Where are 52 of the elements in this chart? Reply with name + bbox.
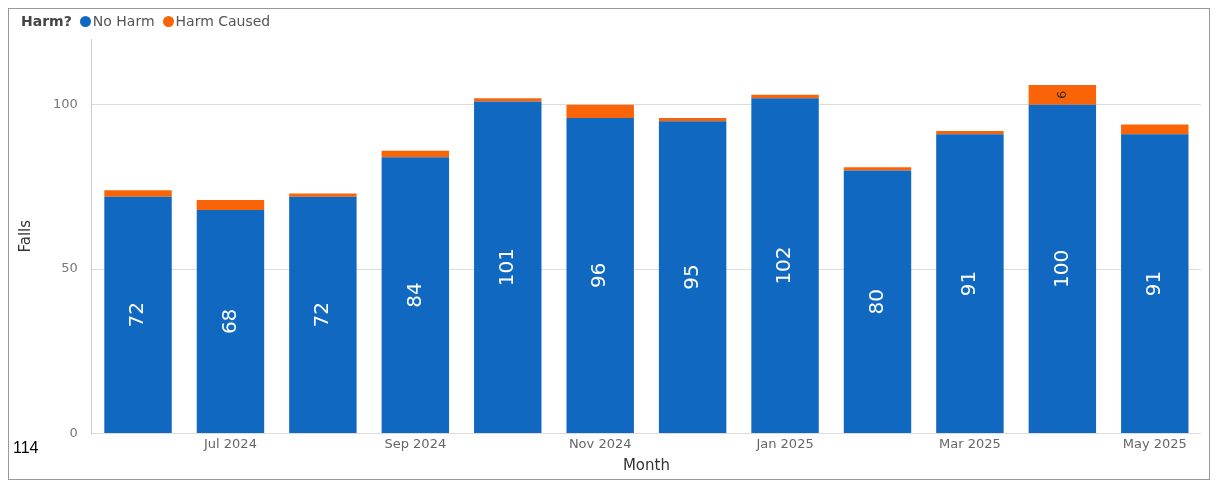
bar	[936, 131, 1004, 135]
bar	[658, 121, 727, 433]
data-label: 102	[771, 246, 796, 285]
y-tick-label: 100	[52, 96, 78, 112]
bar	[751, 94, 819, 99]
x-tick-label: Jan 2025	[755, 435, 814, 451]
data-label: 91	[1140, 270, 1165, 297]
bar	[566, 117, 634, 433]
bar	[289, 196, 357, 433]
bar	[843, 167, 912, 171]
data-label: 72	[309, 302, 334, 328]
bar	[936, 134, 1004, 433]
data-label: 91	[956, 270, 981, 297]
bar	[104, 196, 172, 433]
y-tick-label: 0	[69, 424, 78, 440]
data-label: 96	[586, 262, 611, 289]
x-tick-label: Mar 2025	[939, 435, 1001, 451]
bar	[474, 98, 542, 102]
bar	[1121, 124, 1189, 135]
data-label: 68	[216, 308, 241, 335]
data-label: 95	[678, 264, 703, 290]
legend-label: No Harm	[92, 13, 155, 29]
x-tick-label: Nov 2024	[568, 435, 632, 451]
bar	[289, 193, 357, 197]
x-axis-title: Month	[622, 455, 670, 474]
bar	[751, 98, 819, 433]
text: 114	[13, 439, 39, 457]
x-tick-label: Jul 2024	[203, 435, 257, 451]
y-axis-title: Falls	[15, 219, 34, 253]
bar	[104, 190, 172, 197]
x-tick-label: Sep 2024	[384, 435, 447, 451]
data-label: 80	[863, 288, 888, 315]
x-tick-label: May 2025	[1122, 435, 1187, 451]
bar	[381, 150, 450, 158]
bar	[1121, 134, 1189, 433]
data-label: 72	[124, 302, 149, 328]
data-label: 6	[1053, 90, 1069, 100]
bar	[843, 170, 912, 433]
data-label: 101	[493, 248, 518, 287]
bar	[1028, 85, 1097, 105]
legend-label: Harm Caused	[175, 13, 271, 29]
bar	[566, 104, 634, 118]
bar	[1028, 104, 1097, 433]
data-label: 84	[401, 282, 426, 308]
bar	[196, 200, 265, 210]
data-label: 100	[1048, 249, 1073, 288]
y-tick-label: 50	[61, 260, 78, 276]
bar	[381, 157, 450, 433]
bar	[658, 117, 727, 122]
legend-title: Harm?	[21, 13, 72, 29]
bar	[474, 101, 542, 433]
bar	[196, 209, 265, 433]
